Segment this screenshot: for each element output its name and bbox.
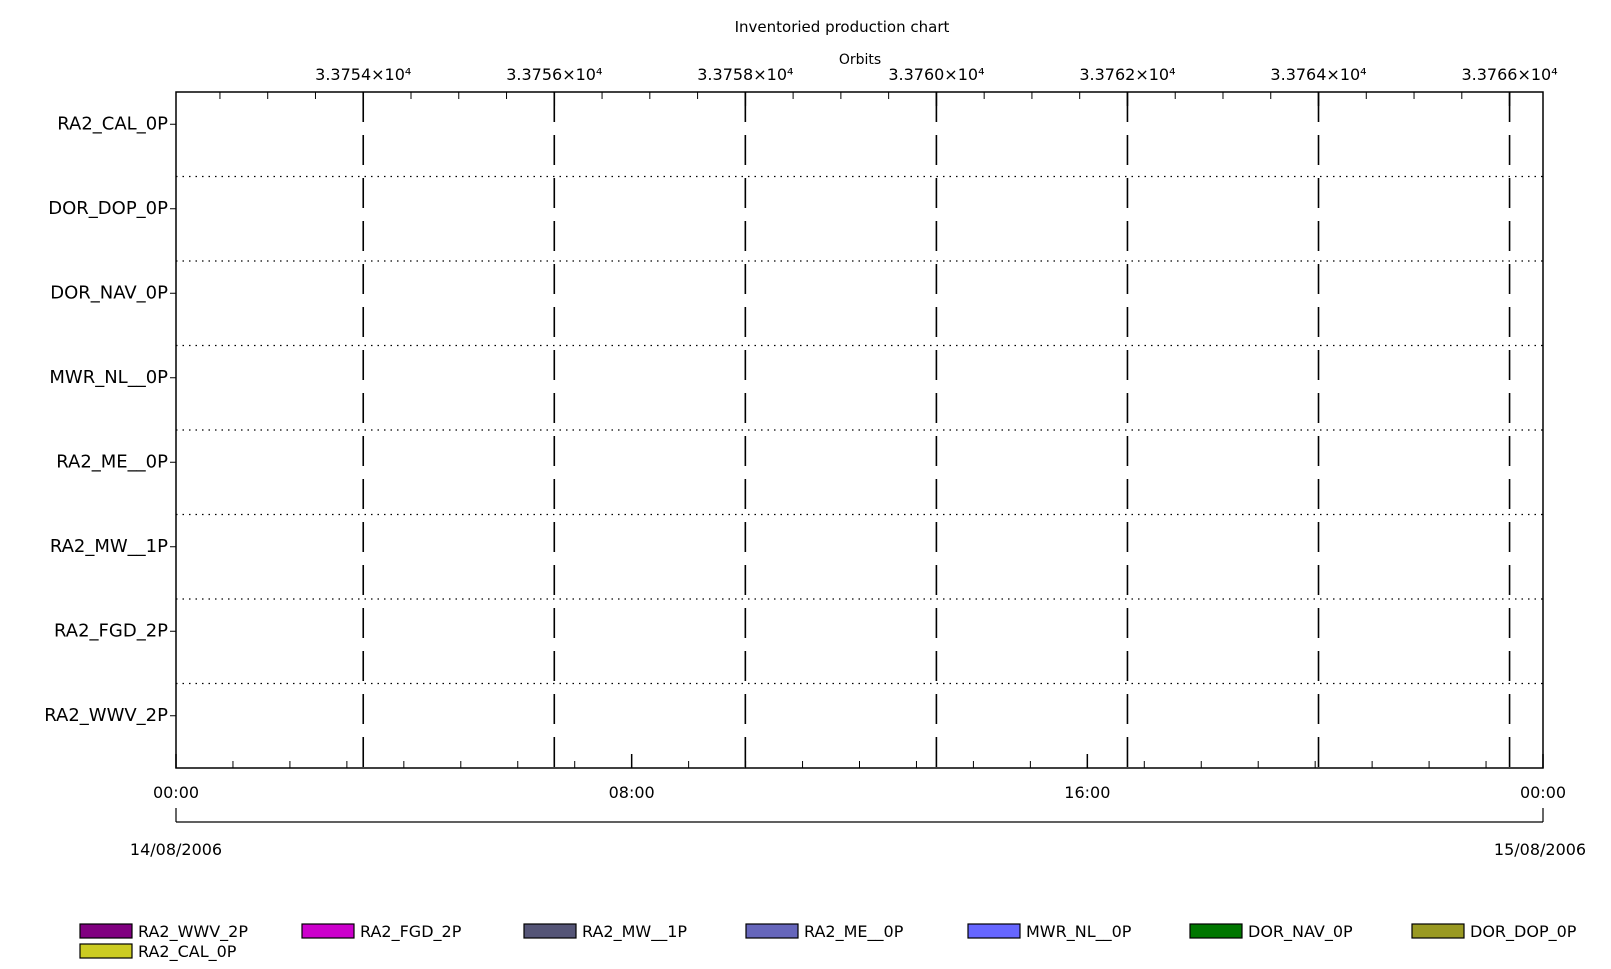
legend-swatch <box>967 923 1021 939</box>
orbit-tick-label: 3.3760×10⁴ <box>888 65 984 84</box>
category-labels: RA2_CAL_0P DOR_DOP_0P DOR_NAV_0P MWR_NL__0P… <box>44 113 176 726</box>
category-label: DOR_DOP_0P <box>48 198 168 219</box>
orbit-tick-label: 3.3762×10⁴ <box>1079 65 1175 84</box>
category-label: RA2_WWV_2P <box>44 705 168 726</box>
legend-swatch <box>79 923 133 939</box>
category-label: RA2_MW__1P <box>50 536 168 557</box>
top-axis-title: Orbits <box>839 52 881 68</box>
bottom-time-axis: 00:00 08:00 16:00 00:00 <box>153 754 1566 802</box>
category-separators <box>176 175 1543 685</box>
orbit-tick-label: 3.3764×10⁴ <box>1270 65 1366 84</box>
top-orbit-axis: 3.3754×10⁴ 3.3756×10⁴ 3.3758×10⁴ 3.3760×10⁴… <box>219 65 1558 106</box>
legend-swatch <box>523 923 577 939</box>
category-label: DOR_NAV_0P <box>50 282 168 303</box>
legend-label: RA2_CAL_0P <box>138 942 237 962</box>
category-label: RA2_ME__0P <box>56 451 168 472</box>
category-label: RA2_FGD_2P <box>54 620 168 641</box>
legend-swatch <box>1189 923 1243 939</box>
category-label: RA2_CAL_0P <box>57 113 168 134</box>
legend-label: RA2_MW__1P <box>582 922 687 942</box>
legend-label: MWR_NL__0P <box>1026 922 1132 942</box>
legend-swatch <box>745 923 799 939</box>
end-date-label: 15/08/2006 <box>1494 840 1586 859</box>
legend-swatch <box>1411 923 1465 939</box>
time-tick-label: 08:00 <box>609 783 655 802</box>
legend-swatch <box>79 943 133 959</box>
legend-label: RA2_FGD_2P <box>360 922 462 942</box>
legend: RA2_WWV_2P RA2_FGD_2P RA2_MW__1P RA2_ME__0P… <box>79 922 1577 962</box>
time-tick-label: 00:00 <box>1520 783 1566 802</box>
legend-label: RA2_WWV_2P <box>138 922 248 942</box>
category-label: MWR_NL__0P <box>49 367 168 388</box>
legend-label: DOR_NAV_0P <box>1248 922 1353 942</box>
orbit-tick-label: 3.3754×10⁴ <box>315 65 411 84</box>
time-tick-label: 16:00 <box>1064 783 1110 802</box>
start-date-label: 14/08/2006 <box>130 840 222 859</box>
legend-swatch <box>301 923 355 939</box>
chart-title: Inventoried production chart <box>735 18 950 36</box>
time-tick-label: 00:00 <box>153 783 199 802</box>
orbit-tick-label: 3.3758×10⁴ <box>697 65 793 84</box>
legend-label: DOR_DOP_0P <box>1470 922 1577 942</box>
orbit-gridlines <box>362 92 1511 768</box>
legend-label: RA2_ME__0P <box>804 922 904 942</box>
orbit-tick-label: 3.3756×10⁴ <box>506 65 602 84</box>
orbit-tick-label: 3.3766×10⁴ <box>1461 65 1557 84</box>
